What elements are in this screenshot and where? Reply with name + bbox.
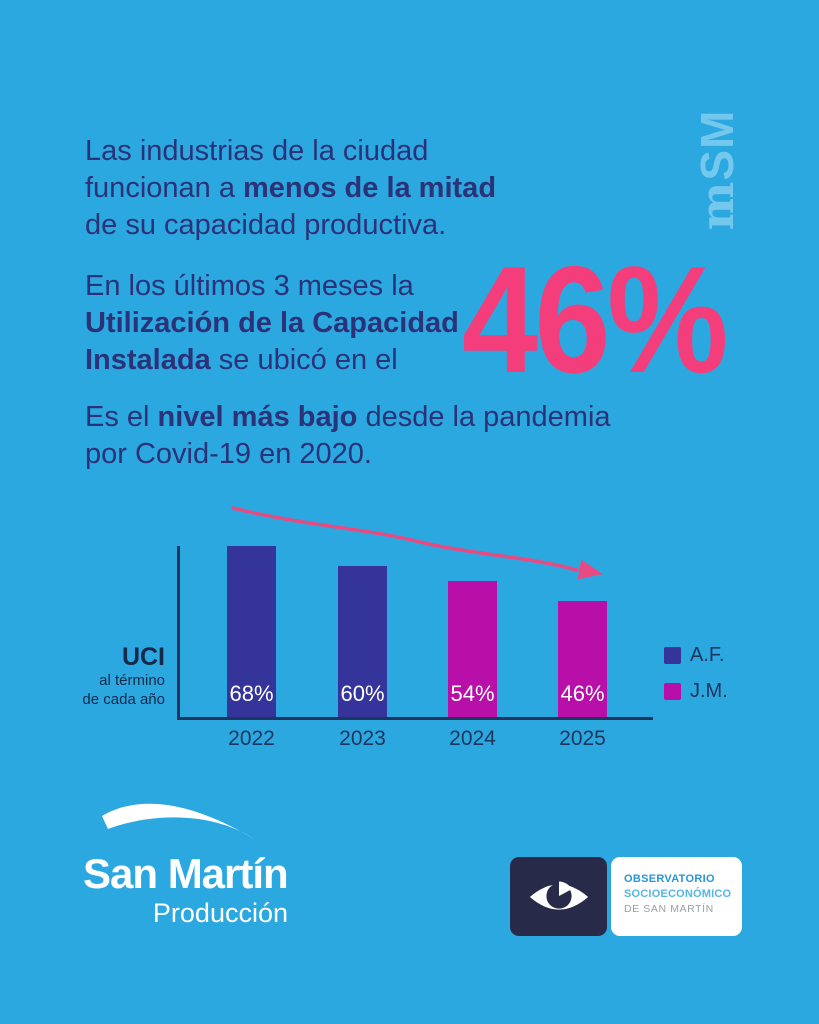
chart-bar: 54% <box>448 581 497 717</box>
lowest-line-2: por Covid-19 en 2020. <box>85 438 372 470</box>
chart-bar: 46% <box>558 601 607 717</box>
msm-watermark: mSM <box>690 105 744 235</box>
bar-value-label: 54% <box>450 681 495 706</box>
san-martin-swoosh-icon <box>102 803 256 840</box>
y-axis-label-sub-1: al término <box>99 672 165 689</box>
legend-swatch-magenta <box>664 683 681 700</box>
lowest-line-1-c: desde la pandemia <box>357 401 611 433</box>
chart-y-axis <box>177 546 180 717</box>
uci-line-2-bold: Utilización de la Capacidad <box>85 307 459 339</box>
intro-line-2-regular: funcionan a <box>85 172 244 204</box>
legend-label: A.F. <box>690 644 725 666</box>
bar-value-label: 68% <box>229 681 274 706</box>
intro-line-1: Las industrias de la ciudad <box>85 135 429 167</box>
observatory-line-2: SOCIOECONÓMICO <box>624 888 732 900</box>
lowest-level-paragraph: Es el nivel más bajo desde la pandemia p… <box>85 399 611 473</box>
x-tick-label: 2024 <box>449 727 496 750</box>
san-martin-logo-subtitle: Producción <box>152 898 288 928</box>
chart-bar: 60% <box>338 566 387 717</box>
lowest-line-1-bold: nivel más bajo <box>157 401 358 433</box>
x-tick-label: 2023 <box>339 727 386 750</box>
observatory-badge-eye-tile <box>510 857 607 936</box>
y-axis-label-sub-2: de cada año <box>82 691 165 708</box>
big-stat-value: 46% <box>462 235 729 405</box>
intro-paragraph: Las industrias de la ciudad funcionan a … <box>85 133 496 244</box>
downward-trend-arrow-icon <box>231 506 603 580</box>
legend-swatch-navy <box>664 647 681 664</box>
y-axis-label-main: UCI <box>121 643 165 671</box>
uci-line-3-regular: se ubicó en el <box>210 344 398 376</box>
x-tick-label: 2025 <box>559 727 606 750</box>
observatory-badge-text-tile: OBSERVATORIO SOCIOECONÓMICO DE SAN MARTÍ… <box>611 857 742 936</box>
intro-line-2-bold: menos de la mitad <box>243 172 497 204</box>
uci-line-3-bold: Instalada <box>85 344 211 376</box>
x-tick-label: 2022 <box>228 727 275 750</box>
chart-bar: 68% <box>227 546 276 717</box>
uci-paragraph: En los últimos 3 meses la Utilización de… <box>85 268 459 379</box>
bar-value-label: 46% <box>560 681 605 706</box>
observatory-line-3: DE SAN MARTÍN <box>624 903 714 915</box>
bar-value-label: 60% <box>340 681 385 706</box>
uci-line-1: En los últimos 3 meses la <box>85 270 414 302</box>
watermark-sm: SM <box>691 109 743 181</box>
eye-icon <box>529 880 588 910</box>
chart-legend: A.F. J.M. <box>664 644 728 716</box>
lowest-line-1-a: Es el <box>85 401 158 433</box>
y-axis-label: UCI al término de cada año <box>40 643 165 709</box>
legend-label: J.M. <box>690 680 728 702</box>
watermark-m: m <box>690 180 744 231</box>
legend-item: J.M. <box>664 680 728 703</box>
san-martin-logo-title: San Martín <box>83 850 289 897</box>
legend-item: A.F. <box>664 644 728 667</box>
intro-line-3: de su capacidad productiva. <box>85 209 447 241</box>
chart-x-axis <box>177 717 653 720</box>
observatory-line-1: OBSERVATORIO <box>624 873 715 885</box>
